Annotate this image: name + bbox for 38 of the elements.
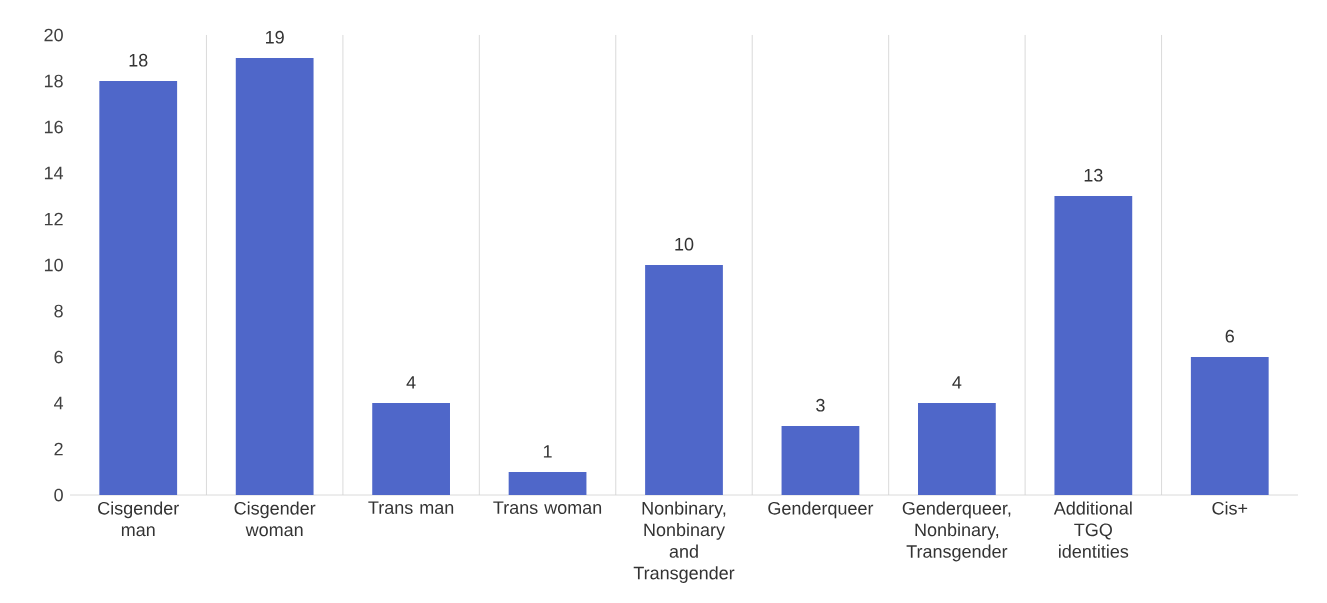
bar: [99, 80, 178, 495]
y-tick-label: 20: [44, 28, 63, 42]
x-tick-label: Additional TGQ identities: [1053, 501, 1132, 558]
x-tick-label: Cis+: [1212, 501, 1248, 515]
y-tick-label: 18: [44, 74, 63, 88]
data-label: 6: [1225, 329, 1234, 343]
data-label: 3: [816, 398, 825, 412]
data-label: 1: [543, 445, 552, 458]
y-tick-label: 14: [44, 166, 64, 180]
data-label: 4: [406, 376, 416, 389]
data-label: 10: [675, 237, 694, 251]
bar: [508, 472, 587, 495]
data-label: 19: [266, 30, 284, 44]
x-tick-label: Cisgender man: [98, 501, 179, 537]
y-tick-label: 0: [54, 488, 63, 502]
x-tick-label: Trans man: [368, 501, 454, 514]
bar: [918, 403, 996, 495]
bar: [235, 57, 314, 495]
y-tick-label: 16: [44, 120, 63, 134]
y-tick-label: 6: [54, 350, 63, 364]
y-tick-label: 12: [44, 212, 63, 226]
bar: [372, 403, 450, 495]
y-tick-label: 2: [54, 442, 63, 456]
y-tick-label: 8: [54, 304, 63, 318]
x-tick-label: Trans woman: [493, 501, 602, 514]
y-tick-label: 4: [54, 396, 64, 410]
bar: [1054, 196, 1133, 495]
bar: [1190, 357, 1269, 495]
x-tick-label: Cisgender woman: [234, 501, 316, 537]
y-tick-label: 10: [44, 258, 63, 272]
data-label: 18: [129, 53, 148, 67]
x-tick-label: Genderqueer: [768, 501, 874, 519]
data-label: 4: [952, 376, 962, 389]
bar: [645, 265, 723, 495]
bar: [781, 426, 860, 495]
x-tick-label: Genderqueer, Nonbinary, Transgender: [902, 501, 1011, 562]
data-label: 13: [1084, 168, 1103, 182]
x-tick-label: Nonbinary, Nonbinary and Transgender: [633, 501, 735, 583]
